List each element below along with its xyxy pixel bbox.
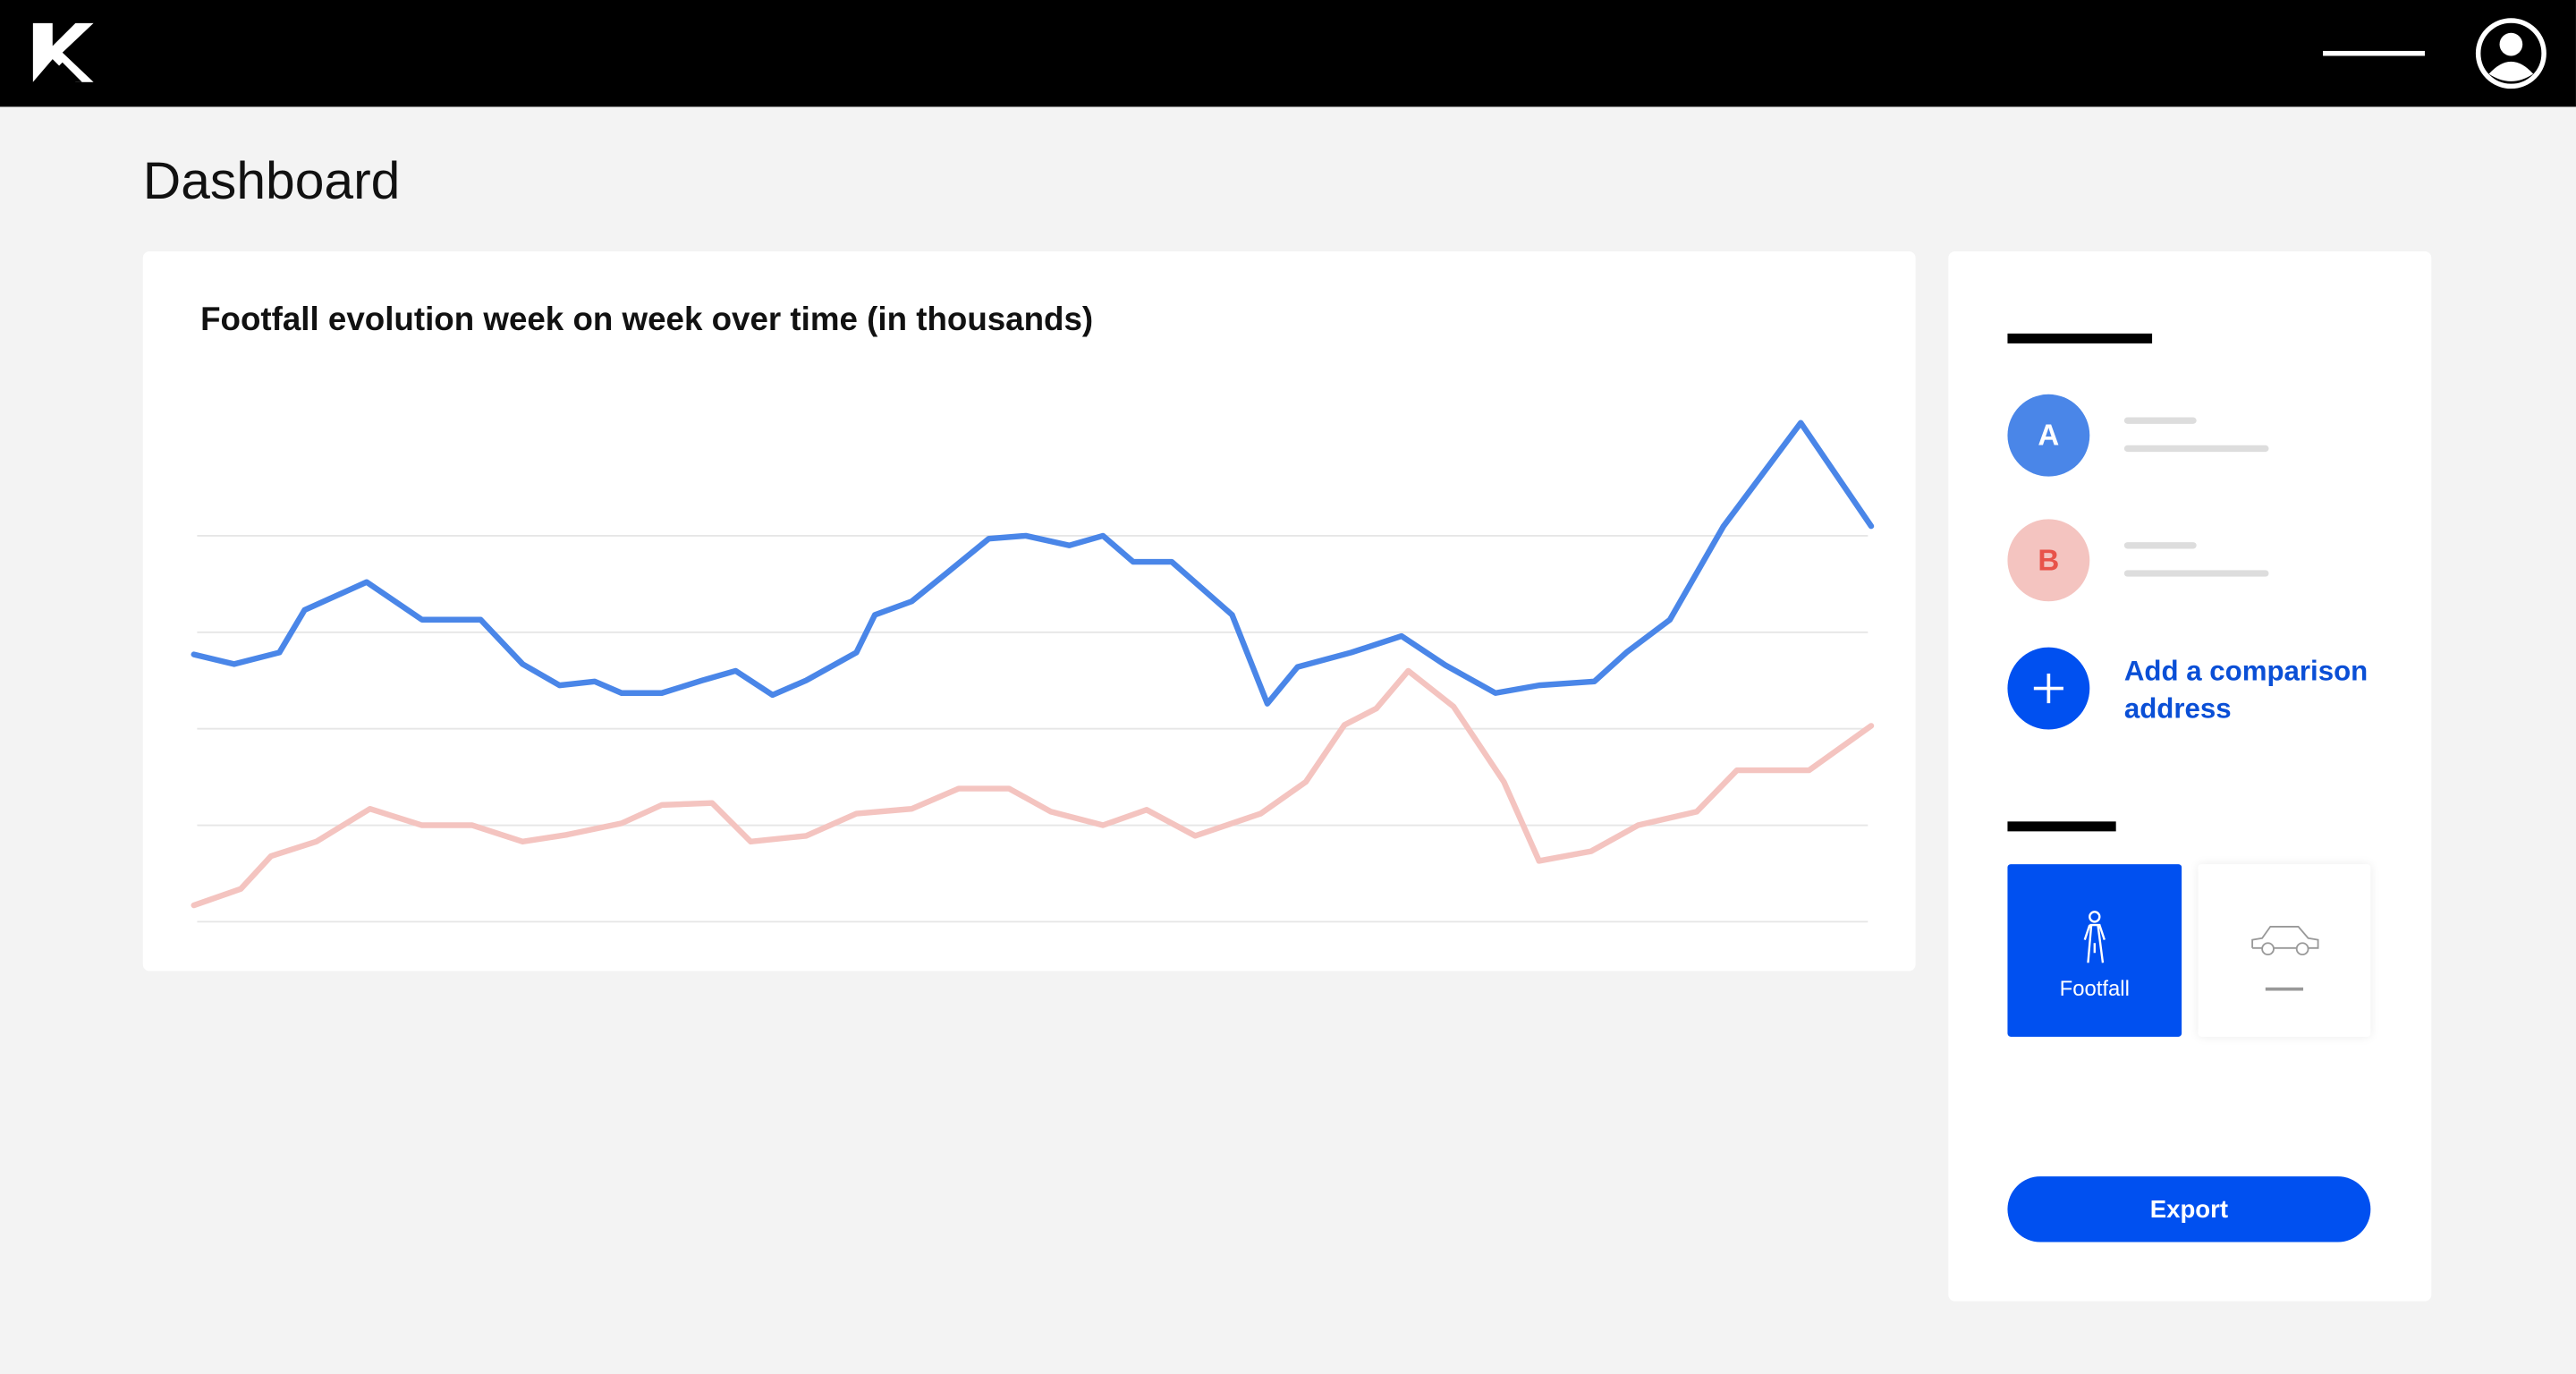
section-bar	[2007, 821, 2116, 832]
series-badge[interactable]: B	[2007, 519, 2090, 602]
placeholder	[2123, 570, 2269, 577]
chart-title: Footfall evolution week on week over tim…	[200, 301, 1094, 339]
chart-card: Footfall evolution week on week over tim…	[142, 251, 1916, 971]
export-button[interactable]: Export	[2007, 1176, 2371, 1243]
tile-label: Footfall	[2059, 975, 2130, 1001]
footfall-tile[interactable]: Footfall	[2007, 864, 2182, 1037]
chart	[191, 420, 1875, 923]
menu-button[interactable]	[2323, 50, 2425, 56]
side-panel: A B Add a comparison address Footfall Ex…	[1948, 251, 2432, 1302]
header	[0, 0, 2576, 107]
walker-icon	[2083, 911, 2106, 963]
series-line	[191, 667, 1875, 909]
placeholder	[2123, 542, 2197, 549]
placeholder	[2123, 445, 2269, 453]
series-line	[191, 420, 1875, 707]
page-title: Dashboard	[142, 150, 401, 211]
car-icon	[2251, 925, 2319, 956]
section-bar	[2007, 333, 2153, 344]
logo[interactable]	[32, 22, 96, 82]
plus-icon	[2033, 674, 2063, 704]
add-button[interactable]	[2007, 647, 2090, 730]
add-comparison-link[interactable]: Add a comparison address	[2123, 655, 2368, 725]
user-icon[interactable]	[2474, 16, 2548, 90]
series-badge[interactable]: A	[2007, 394, 2090, 477]
vehicle-tile[interactable]	[2198, 864, 2371, 1037]
placeholder	[2123, 417, 2197, 424]
placeholder	[2265, 987, 2304, 991]
